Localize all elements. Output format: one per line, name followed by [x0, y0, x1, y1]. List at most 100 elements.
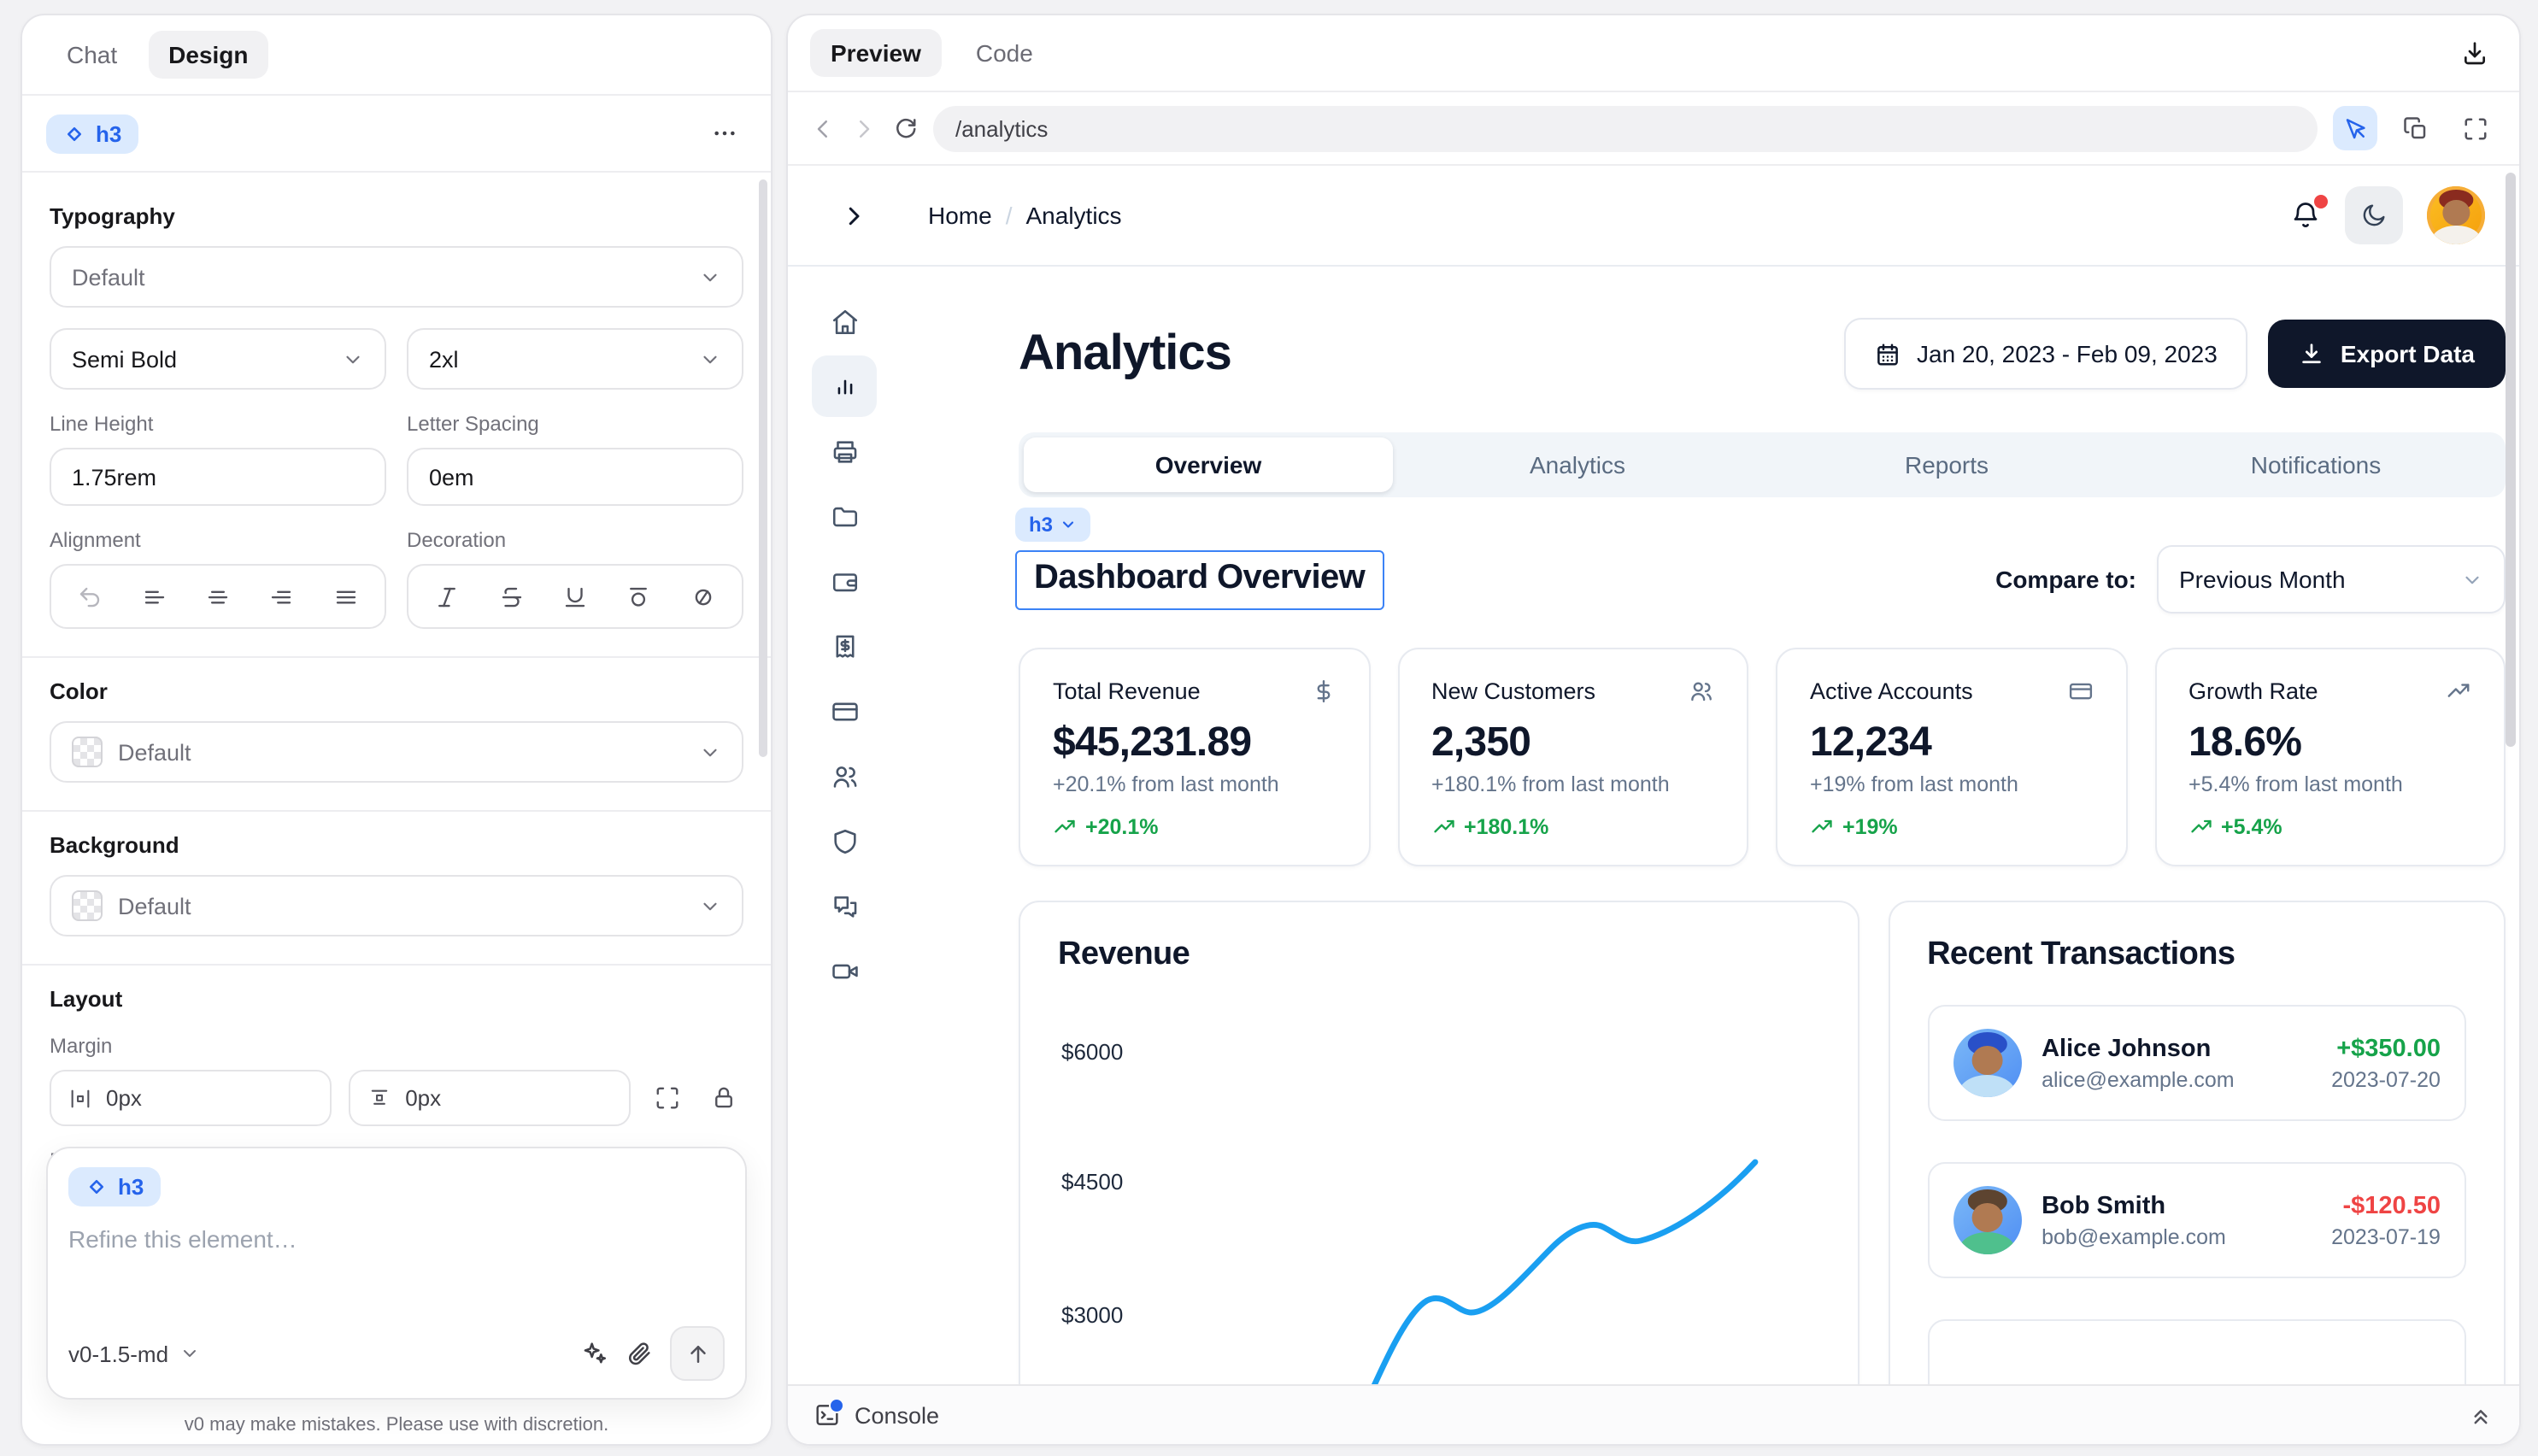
transactions-title: Recent Transactions: [1927, 936, 2235, 972]
tab-analytics[interactable]: Analytics: [1529, 451, 1626, 478]
console-icon-wrap: [814, 1398, 844, 1429]
transaction-row[interactable]: Alice Johnson alice@example.com +$350.00…: [1927, 1005, 2466, 1121]
transaction-name: Alice Johnson: [2042, 1035, 2212, 1062]
chevron-down-icon: [2465, 575, 2479, 584]
sidebar-item-messages[interactable]: [812, 875, 877, 936]
align-right-button[interactable]: [269, 584, 295, 609]
refresh-button[interactable]: [892, 115, 918, 141]
download-button[interactable]: [2453, 31, 2497, 75]
tab-overview[interactable]: Overview: [1024, 437, 1393, 492]
tab-reports[interactable]: Reports: [1904, 451, 1989, 478]
overline-button[interactable]: [626, 584, 652, 609]
tab-preview[interactable]: Preview: [810, 29, 942, 77]
no-decoration-button[interactable]: [690, 584, 716, 609]
color-select[interactable]: Default: [50, 721, 743, 783]
undo-icon: [80, 586, 100, 607]
sidebar-item-wallet[interactable]: [812, 550, 877, 612]
sidebar-item-reports[interactable]: [812, 420, 877, 482]
attach-button[interactable]: [626, 1340, 653, 1367]
trending-up-icon: [1812, 819, 1832, 833]
background-select[interactable]: Default: [50, 875, 743, 936]
selected-element-chip[interactable]: h3: [46, 114, 139, 153]
design-panel: Chat Design h3 Typography Default Semi B…: [21, 14, 773, 1446]
copy-button[interactable]: [2393, 106, 2437, 150]
sidebar-item-files[interactable]: [812, 485, 877, 547]
enhance-button[interactable]: [581, 1340, 608, 1367]
sidebar-item-home[interactable]: [812, 291, 877, 352]
export-data-button[interactable]: Export Data: [2268, 320, 2506, 388]
letter-spacing-label: Letter Spacing: [407, 412, 539, 436]
design-panel-scrollbar[interactable]: [759, 179, 767, 757]
avatar: [1953, 1186, 2022, 1254]
refine-composer: h3 Refine this element… v0-1.5-md: [46, 1147, 747, 1400]
sidebar-item-security[interactable]: [812, 810, 877, 872]
stat-card-new-customers: New Customers 2,350 +180.1% from last mo…: [1397, 648, 1748, 866]
send-button[interactable]: [670, 1326, 725, 1381]
chevron-down-icon: [346, 355, 360, 363]
back-button[interactable]: [810, 115, 836, 141]
sparkles-icon: [584, 1342, 606, 1364]
font-weight-value: Semi Bold: [72, 346, 178, 372]
strikethrough-button[interactable]: [498, 584, 524, 609]
console-expand-button[interactable]: [2468, 1402, 2494, 1428]
more-options-button[interactable]: [702, 111, 747, 156]
decoration-label: Decoration: [407, 528, 507, 552]
app-preview: Home / Analytics: [788, 166, 2519, 1444]
fullscreen-button[interactable]: [2453, 106, 2497, 150]
sidebar-item-video[interactable]: [812, 940, 877, 1001]
compare-value: Previous Month: [2179, 566, 2346, 593]
model-select[interactable]: v0-1.5-md: [68, 1341, 199, 1366]
user-avatar[interactable]: [2427, 186, 2485, 244]
tab-chat[interactable]: Chat: [67, 41, 118, 68]
align-left-button[interactable]: [141, 584, 167, 609]
forward-button[interactable]: [851, 115, 877, 141]
align-justify-button[interactable]: [333, 584, 359, 609]
font-size-select[interactable]: 2xl: [407, 328, 743, 390]
transaction-amount: -$120.50: [2342, 1192, 2441, 1219]
composer-element-label: h3: [118, 1174, 144, 1200]
transaction-row[interactable]: Bob Smith bob@example.com -$120.50 2023-…: [1927, 1162, 2466, 1278]
selected-element-badge[interactable]: h3: [1015, 508, 1091, 542]
chevron-down-icon: [703, 273, 717, 281]
theme-toggle-button[interactable]: [2345, 186, 2403, 244]
sidebar-item-customers[interactable]: [812, 745, 877, 807]
composer-element-chip[interactable]: h3: [68, 1167, 162, 1206]
browser-toolbar: /analytics: [788, 91, 2519, 166]
letter-spacing-input[interactable]: 0em: [407, 448, 743, 506]
url-input[interactable]: /analytics: [933, 105, 2318, 151]
revenue-line-chart: [1243, 1159, 1759, 1444]
composer-input[interactable]: Refine this element…: [68, 1225, 297, 1253]
notifications-button[interactable]: [2290, 195, 2328, 231]
sidebar-item-receipts[interactable]: [812, 615, 877, 677]
undo-button[interactable]: [77, 584, 103, 609]
line-height-input[interactable]: 1.75rem: [50, 448, 386, 506]
background-value: Default: [118, 893, 191, 919]
tab-design[interactable]: Design: [148, 31, 269, 79]
credit-card-icon: [2068, 683, 2092, 700]
disclaimer-note: v0 may make mistakes. Please use with di…: [184, 1415, 609, 1435]
breadcrumb-home[interactable]: Home: [928, 202, 992, 229]
font-select[interactable]: Default: [50, 246, 743, 308]
align-center-button[interactable]: [205, 584, 231, 609]
transaction-date: 2023-07-20: [2331, 1067, 2441, 1091]
margin-x-input[interactable]: 0px: [50, 1070, 332, 1126]
video-icon: [831, 963, 857, 978]
sidebar-item-analytics[interactable]: [812, 355, 877, 417]
margin-lock-button[interactable]: [704, 1077, 743, 1118]
font-weight-select[interactable]: Semi Bold: [50, 328, 386, 390]
margin-y-input[interactable]: 0px: [349, 1070, 632, 1126]
margin-expand-button[interactable]: [648, 1077, 687, 1118]
date-range-button[interactable]: Jan 20, 2023 - Feb 09, 2023: [1843, 318, 2248, 390]
tab-notifications[interactable]: Notifications: [2250, 451, 2382, 478]
preview-scrollbar[interactable]: [2506, 173, 2516, 747]
sidebar-toggle-button[interactable]: [822, 203, 884, 228]
home-icon: [831, 308, 857, 334]
underline-button[interactable]: [562, 584, 588, 609]
underline-icon: [565, 586, 585, 607]
italic-button[interactable]: [434, 584, 460, 609]
sidebar-item-cards[interactable]: [812, 680, 877, 742]
users-icon: [832, 766, 856, 787]
compare-select[interactable]: Previous Month: [2157, 545, 2506, 614]
inspect-element-button[interactable]: [2333, 106, 2377, 150]
tab-code[interactable]: Code: [975, 39, 1033, 67]
